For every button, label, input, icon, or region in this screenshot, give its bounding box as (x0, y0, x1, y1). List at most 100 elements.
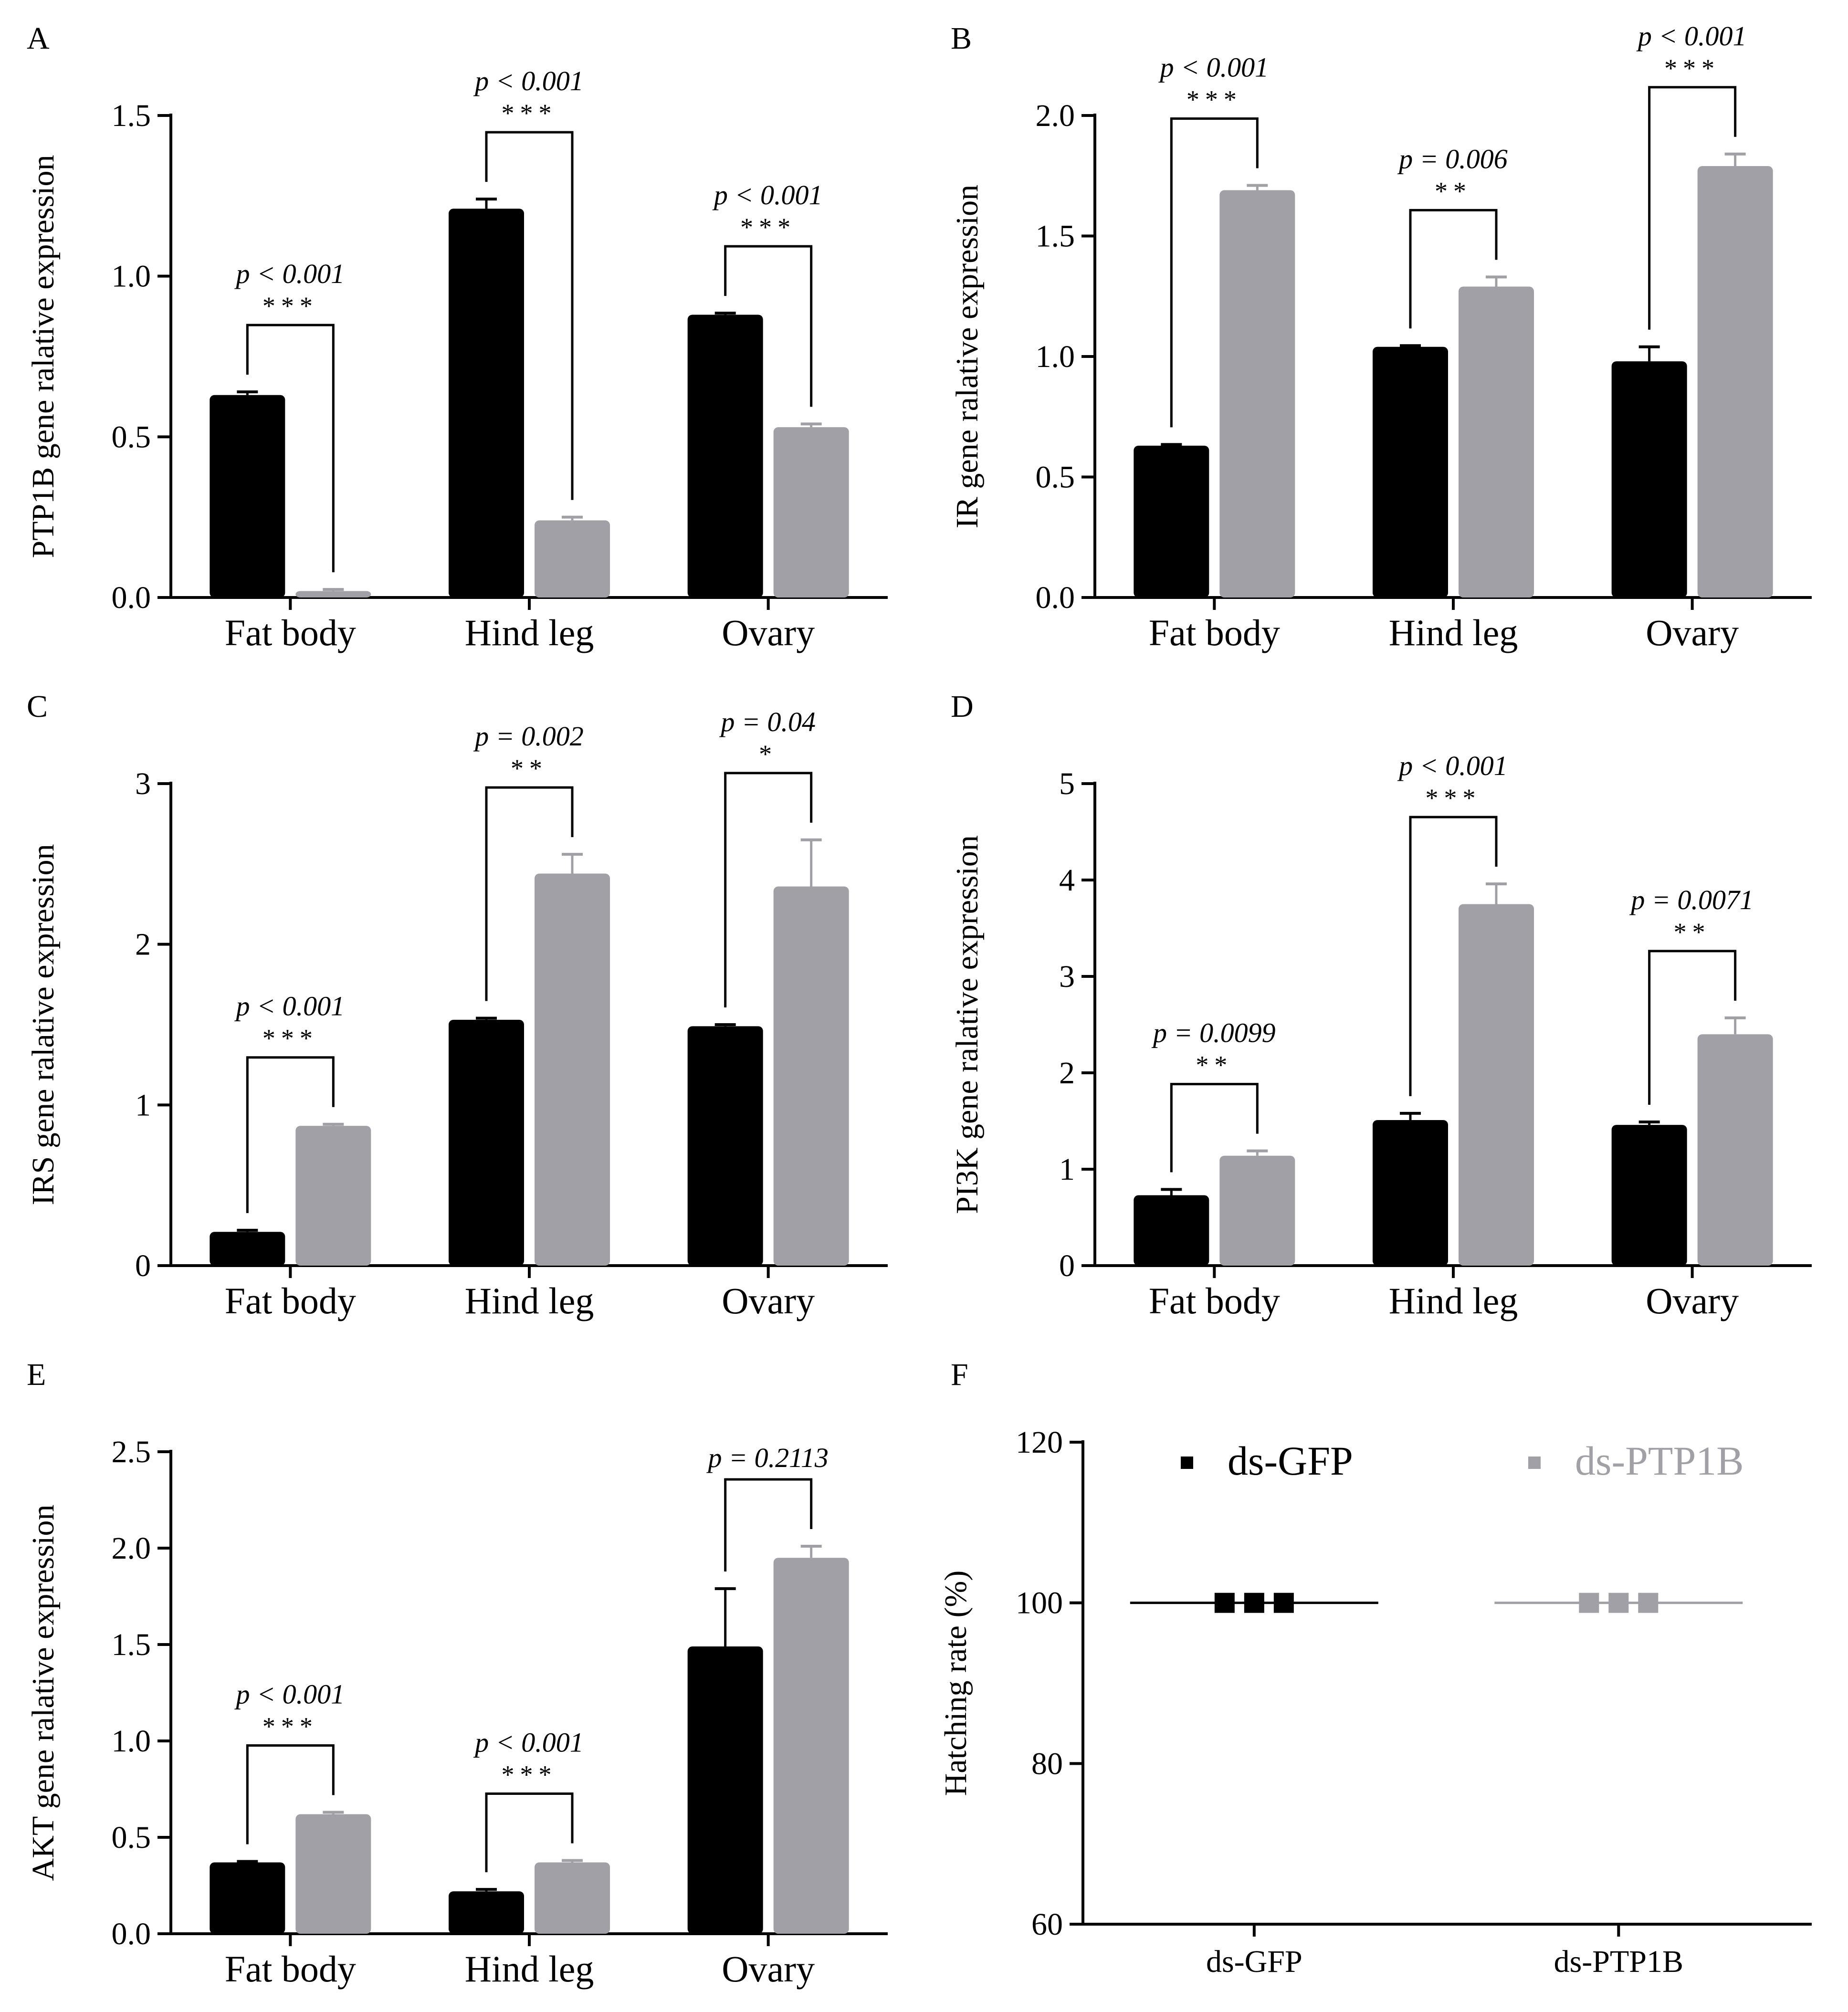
x-tick-label: Hind leg (465, 1948, 594, 1990)
chart-panel-c: C IRS gene ralative expression 0 1 2 3 Fat bod… (0, 668, 924, 1339)
y-tick-label: 0.0 (1036, 580, 1075, 615)
significance-bracket (1648, 950, 1737, 1105)
chart-svg: F Hatching rate (%) 60 80 100 120 ds-GFP ds-PTP… (938, 1357, 1812, 1979)
panel-label: C (27, 689, 48, 724)
significance-bracket (724, 1478, 813, 1572)
x-tick-label: Ovary (1646, 1280, 1739, 1321)
chart-svg: C IRS gene ralative expression 0 1 2 3 Fat bod… (26, 689, 888, 1321)
significance-bracket (1170, 1083, 1259, 1173)
bar-control (1134, 1195, 1209, 1266)
x-tick-label: Fat body (225, 1280, 356, 1321)
y-axis-label: Hatching rate (%) (938, 1571, 973, 1796)
bar-control (1134, 445, 1209, 597)
y-tick-label: 100 (1016, 1586, 1063, 1621)
data-point (1273, 1593, 1294, 1613)
y-tick-label: 3 (135, 766, 151, 801)
panel-label: B (951, 21, 972, 56)
x-tick-label: Fat body (1149, 1280, 1280, 1321)
y-tick-label: 1 (135, 1088, 151, 1122)
significance-bracket (724, 772, 813, 1007)
y-tick-label: 0 (135, 1248, 151, 1283)
significance-bracket (246, 1744, 335, 1844)
x-tick-label: Hind leg (1389, 612, 1518, 653)
significance-bracket (246, 1056, 335, 1213)
panel-label: A (27, 21, 50, 56)
p-value-label: p = 0.002 (473, 721, 584, 752)
p-value-label: p = 0.04 (719, 706, 816, 737)
y-tick-label: 0.5 (112, 1820, 151, 1855)
bar-control (1611, 361, 1687, 597)
y-tick-label: 60 (1031, 1907, 1063, 1942)
bar-control (1373, 1120, 1448, 1266)
p-value-label: p = 0.006 (1397, 143, 1508, 174)
chart-panel-b: B IR gene ralative expression 0.0 0.5 1.0 1.5… (924, 0, 1848, 671)
significance-stars: *** (262, 292, 318, 320)
significance-bracket (246, 324, 335, 573)
y-tick-label: 1.5 (1036, 219, 1075, 254)
chart-panel-f: F Hatching rate (%) 60 80 100 120 ds-GFP ds-PTP… (924, 1336, 1848, 2007)
data-point (1579, 1593, 1599, 1613)
bar-treatment (535, 520, 610, 597)
y-tick-label: 5 (1059, 766, 1075, 801)
significance-stars: *** (1426, 784, 1481, 812)
legend-marker (1528, 1457, 1541, 1469)
p-value-label: p < 0.001 (1636, 21, 1747, 52)
y-axis-label: IRS gene ralative expression (26, 844, 61, 1205)
bar-treatment (773, 886, 849, 1266)
significance-stars: *** (262, 1712, 318, 1740)
p-value-label: p < 0.001 (234, 1678, 345, 1709)
y-tick-label: 2.0 (1036, 98, 1075, 133)
bar-control (210, 395, 285, 597)
bar-control (449, 1891, 524, 1934)
y-tick-label: 1.0 (112, 1724, 151, 1759)
chart-svg: B IR gene ralative expression 0.0 0.5 1.0 1.5… (950, 21, 1812, 653)
y-tick-label: 2.5 (112, 1435, 151, 1469)
bar-treatment (1697, 166, 1773, 597)
x-tick-label: Fat body (225, 1948, 356, 1990)
data-point (1638, 1593, 1659, 1613)
bar-treatment (1219, 190, 1295, 597)
significance-bracket (1648, 86, 1737, 330)
bar-treatment (295, 591, 371, 597)
y-tick-label: 120 (1016, 1425, 1063, 1460)
p-value-label: p < 0.001 (473, 65, 584, 96)
x-tick-label: Fat body (1149, 612, 1280, 653)
legend-label: ds-PTP1B (1575, 1438, 1744, 1484)
significance-stars: *** (1664, 54, 1720, 83)
significance-bracket (1409, 816, 1498, 1096)
x-tick-label: Hind leg (465, 1280, 594, 1321)
bar-treatment (1459, 904, 1534, 1266)
p-value-label: p < 0.001 (1397, 750, 1508, 781)
x-tick-label: ds-GFP (1206, 1944, 1302, 1979)
significance-bracket (1409, 209, 1498, 329)
y-axis-label: PI3K gene ralative expression (950, 835, 985, 1214)
bar-control (1373, 346, 1448, 597)
x-tick-label: Hind leg (465, 612, 594, 653)
legend-marker (1181, 1457, 1193, 1469)
significance-bracket (485, 1792, 574, 1873)
chart-svg: A PTP1B gene ralative expression 0.0 0.5 1.0… (26, 21, 888, 653)
y-tick-label: 3 (1059, 959, 1075, 994)
legend-label: ds-GFP (1228, 1438, 1353, 1484)
x-tick-label: Hind leg (1389, 1280, 1518, 1321)
y-tick-label: 1.0 (1036, 339, 1075, 374)
bar-treatment (1459, 286, 1534, 597)
bar-treatment (535, 873, 610, 1266)
x-tick-label: Ovary (722, 1280, 815, 1321)
y-tick-label: 1 (1059, 1152, 1075, 1187)
y-tick-label: 4 (1059, 863, 1075, 898)
chart-panel-a: A PTP1B gene ralative expression 0.0 0.5 1.0… (0, 0, 924, 671)
significance-stars: ** (1196, 1051, 1233, 1079)
x-tick-label: ds-PTP1B (1554, 1944, 1683, 1979)
significance-stars: *** (262, 1024, 318, 1053)
significance-stars: ** (1674, 918, 1711, 946)
bar-treatment (535, 1862, 610, 1934)
data-point (1214, 1593, 1235, 1613)
bar-control (687, 314, 763, 597)
bar-control (1611, 1125, 1687, 1266)
y-axis-label: AKT gene ralative expression (26, 1505, 61, 1881)
bar-control (687, 1646, 763, 1934)
significance-stars: ** (1435, 177, 1472, 205)
bar-control (687, 1026, 763, 1266)
y-tick-label: 2 (135, 927, 151, 962)
